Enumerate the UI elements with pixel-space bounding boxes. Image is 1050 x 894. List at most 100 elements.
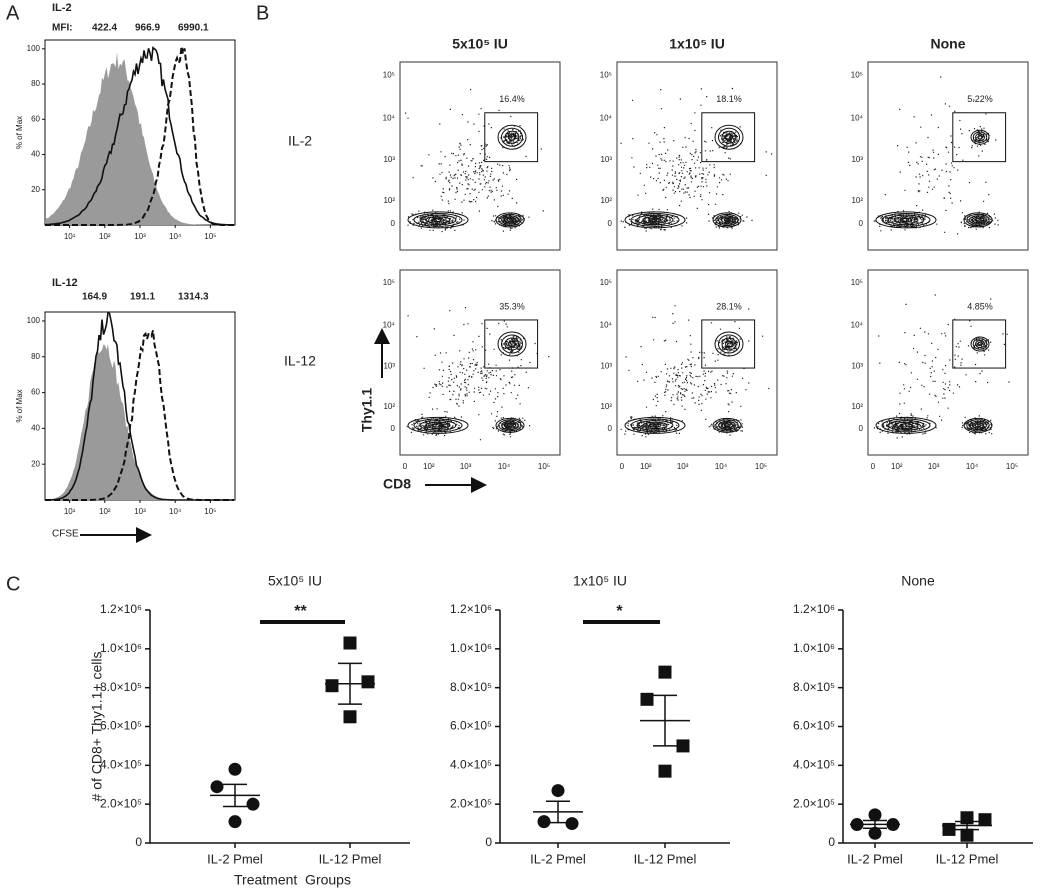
mfi-label: MFI: bbox=[52, 23, 73, 34]
contour bbox=[972, 338, 988, 350]
y-tick-label: 1.2×10⁶ bbox=[793, 602, 835, 616]
y-tick-label: 10² bbox=[600, 402, 612, 411]
contour bbox=[725, 340, 733, 348]
data-point bbox=[676, 739, 690, 753]
gate-label: 35.3% bbox=[499, 301, 525, 311]
y-tick-label: 100 bbox=[27, 44, 41, 53]
event-dots bbox=[873, 76, 999, 235]
contour bbox=[636, 214, 674, 226]
x-tick-label: 10⁴ bbox=[966, 462, 979, 471]
x-tick-label: 10⁵ bbox=[204, 507, 216, 516]
x-tick-label: 10² bbox=[891, 462, 903, 471]
contour bbox=[899, 423, 913, 428]
y-tick-label: 0 bbox=[859, 219, 864, 228]
x-tick-label: 10² bbox=[99, 507, 111, 516]
x-axis-label: CD8 bbox=[383, 476, 411, 492]
x-tick-label: IL-2 Pmel bbox=[207, 851, 263, 866]
gate-label: 4.85% bbox=[967, 301, 993, 311]
contour bbox=[508, 133, 516, 141]
chart-title: None bbox=[901, 573, 935, 589]
contour bbox=[506, 423, 514, 428]
y-tick-label: 10⁴ bbox=[851, 114, 864, 123]
contour bbox=[504, 337, 520, 351]
x-tick-label: 10⁵ bbox=[755, 462, 767, 471]
contour bbox=[497, 331, 527, 357]
column-title: None bbox=[931, 36, 966, 52]
contour bbox=[966, 213, 990, 227]
contour bbox=[508, 340, 516, 348]
contour bbox=[642, 421, 668, 430]
y-tick-label: 0 bbox=[485, 835, 492, 849]
data-point bbox=[228, 762, 242, 776]
y-tick-label: 10³ bbox=[851, 361, 863, 370]
contour bbox=[506, 218, 514, 222]
contour bbox=[975, 133, 985, 142]
y-tick-label: 0 bbox=[608, 219, 613, 228]
y-tick-label: 10³ bbox=[600, 155, 612, 164]
y-tick-label: 4.0×10⁵ bbox=[450, 758, 492, 772]
y-tick-label: 8.0×10⁵ bbox=[450, 680, 492, 694]
data-point bbox=[658, 665, 672, 679]
contour bbox=[969, 420, 987, 431]
contour bbox=[887, 214, 925, 226]
x-tick-label: 10³ bbox=[677, 462, 689, 471]
data-point bbox=[960, 828, 974, 842]
mfi-value: 191.1 bbox=[130, 292, 155, 303]
column-title: 1x10⁵ IU bbox=[669, 36, 725, 52]
x-tick-label: 0 bbox=[871, 462, 876, 471]
y-tick-label: 1.0×10⁶ bbox=[793, 641, 835, 655]
x-tick-label: IL-2 Pmel bbox=[530, 851, 586, 866]
x-tick-label: 10³ bbox=[134, 232, 146, 241]
data-point bbox=[551, 784, 565, 798]
dashed-histogram bbox=[45, 46, 234, 226]
event-dots bbox=[873, 294, 1010, 439]
y-tick-label: 6.0×10⁵ bbox=[793, 719, 835, 733]
x-tick-label: IL-12 Pmel bbox=[936, 851, 999, 866]
contour bbox=[971, 216, 985, 224]
y-tick-label: 10² bbox=[851, 196, 863, 205]
y-tick-label: 10³ bbox=[383, 155, 395, 164]
contour bbox=[977, 341, 983, 347]
column-title: 5x10⁵ IU bbox=[452, 36, 508, 52]
y-tick-label: 0 bbox=[135, 835, 142, 849]
contour bbox=[495, 417, 525, 433]
contour bbox=[971, 422, 985, 429]
data-point bbox=[978, 813, 992, 827]
gate bbox=[484, 319, 539, 369]
y-tick-label: 20 bbox=[31, 459, 40, 468]
contour bbox=[963, 417, 993, 433]
contour bbox=[714, 124, 744, 150]
y-tick-label: 10⁵ bbox=[383, 70, 395, 79]
data-point bbox=[343, 636, 357, 650]
y-tick-label: 80 bbox=[31, 352, 40, 361]
contour bbox=[413, 418, 463, 433]
contour bbox=[977, 134, 983, 140]
x-tick-label: 10⁵ bbox=[538, 462, 550, 471]
contour bbox=[630, 213, 680, 227]
contour bbox=[431, 423, 445, 428]
y-axis-label: # of CD8+ Thy1.1+ cells bbox=[89, 652, 105, 802]
y-tick-label: 10³ bbox=[383, 361, 395, 370]
contour bbox=[881, 213, 931, 227]
solid-histogram bbox=[45, 46, 234, 226]
contour bbox=[969, 215, 987, 225]
contour bbox=[501, 215, 519, 225]
data-point bbox=[640, 692, 654, 706]
contour bbox=[720, 422, 734, 429]
contour bbox=[875, 416, 937, 434]
contour bbox=[636, 420, 674, 431]
contour bbox=[721, 130, 737, 144]
x-tick-label: 10² bbox=[640, 462, 652, 471]
y-tick-label: 2.0×10⁵ bbox=[450, 796, 492, 810]
mfi-value: 1314.3 bbox=[178, 292, 209, 303]
y-tick-label: 0 bbox=[828, 835, 835, 849]
contour bbox=[893, 421, 919, 430]
contour bbox=[495, 212, 525, 228]
y-tick-label: 100 bbox=[27, 316, 41, 325]
x-tick-label: 0 bbox=[620, 462, 625, 471]
data-point bbox=[210, 780, 224, 794]
y-tick-label: 60 bbox=[31, 114, 40, 123]
flow-frame bbox=[616, 61, 778, 251]
histogram-title: IL-12 bbox=[52, 277, 78, 289]
y-tick-label: 2.0×10⁵ bbox=[100, 796, 142, 810]
